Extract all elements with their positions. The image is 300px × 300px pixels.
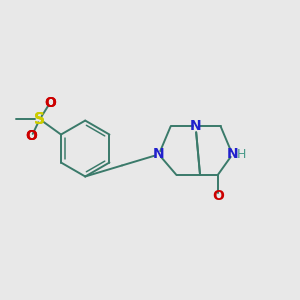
Text: S: S [34, 112, 45, 127]
Text: O: O [26, 129, 38, 143]
Text: O: O [212, 189, 224, 202]
Text: N: N [153, 147, 165, 161]
Text: H: H [237, 148, 246, 161]
Text: N: N [190, 119, 202, 134]
Text: S: S [34, 112, 45, 127]
Text: O: O [44, 96, 56, 110]
Text: O: O [26, 129, 38, 143]
Text: N: N [226, 147, 238, 161]
Text: O: O [44, 96, 56, 110]
